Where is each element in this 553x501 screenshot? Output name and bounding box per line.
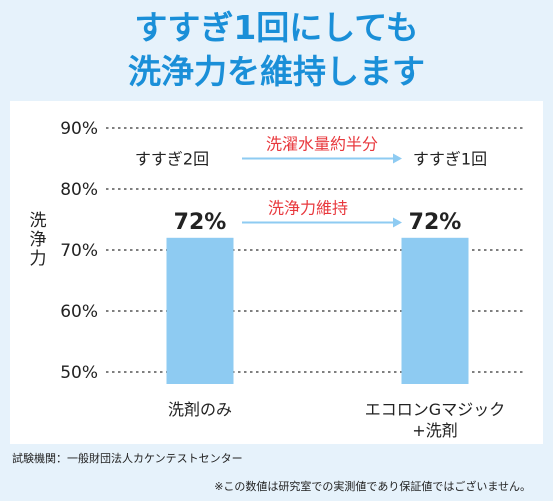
category-label: エコロンGマジック+洗剤: [365, 400, 505, 440]
bar-value-label: 72%: [174, 210, 227, 235]
headline-line-1: すすぎ1回にしても: [134, 8, 419, 47]
annotation-water-half: 洗濯水量約半分: [266, 135, 378, 154]
arrow-cleaning-head: [393, 217, 402, 228]
y-tick-label: 50%: [60, 363, 98, 383]
rinse-label: すすぎ1回: [413, 150, 487, 169]
bar-value-label: 72%: [409, 210, 462, 235]
disclaimer-note: ※この数値は研究室での実測値であり保証値ではございません。: [214, 480, 531, 493]
y-axis-label: 洗浄力: [30, 211, 47, 269]
bar: [401, 237, 469, 384]
y-tick-label: 70%: [60, 241, 98, 261]
category-label: 洗剤のみ: [168, 400, 232, 419]
y-tick-label: 60%: [60, 302, 98, 322]
rinse-label: すすぎ2回: [135, 150, 209, 169]
annotation-cleaning-power: 洗浄力維持: [268, 199, 348, 218]
headline-line-2: 洗浄力を維持します: [128, 52, 425, 91]
bar: [166, 237, 234, 384]
y-tick-label: 80%: [60, 180, 98, 200]
chart-panel: 50% 60% 70% 80% 90% 洗浄力 72% 72% すすぎ2回 すすぎ1回 洗濯水量約半…: [10, 101, 543, 444]
bar-chart: 50% 60% 70% 80% 90% 洗浄力 72% 72% すすぎ2回 すすぎ1回 洗濯水量約半…: [30, 119, 525, 440]
y-tick-label: 90%: [60, 119, 98, 139]
testing-organization-note: 試験機関：一般財団法人カケンテストセンター: [12, 452, 243, 465]
arrow-water-head: [393, 153, 402, 164]
